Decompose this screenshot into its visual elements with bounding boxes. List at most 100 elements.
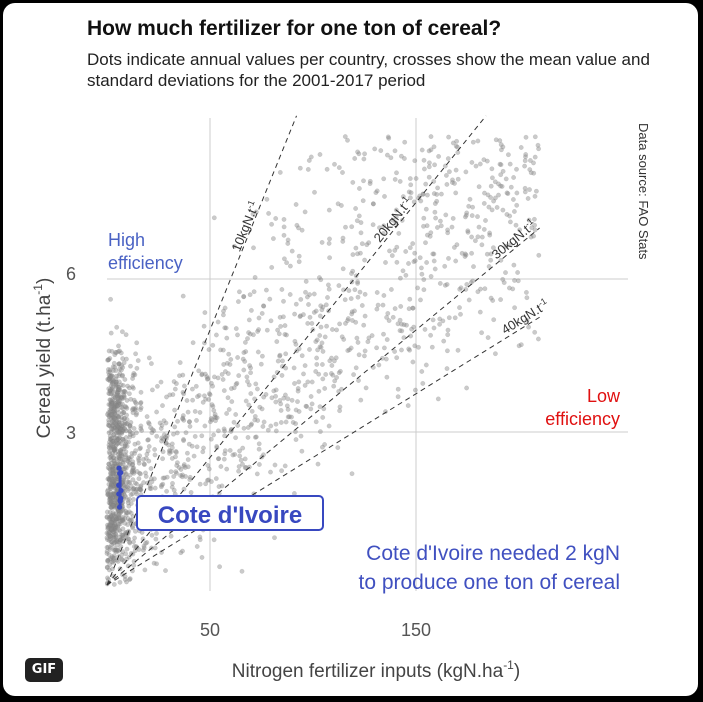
- data-point: [265, 427, 271, 433]
- data-point: [117, 371, 123, 377]
- data-point: [111, 438, 116, 444]
- data-point: [403, 272, 409, 278]
- data-point: [110, 377, 115, 383]
- data-point: [463, 286, 469, 292]
- data-point: [384, 374, 390, 380]
- data-point: [120, 457, 125, 463]
- data-point: [392, 306, 398, 312]
- data-point: [431, 251, 437, 257]
- data-point: [145, 437, 151, 443]
- data-point: [206, 396, 212, 402]
- data-point: [108, 504, 114, 510]
- data-point: [258, 361, 264, 367]
- data-point: [130, 551, 136, 557]
- data-point: [113, 514, 118, 520]
- data-point: [106, 532, 112, 538]
- data-point: [158, 379, 164, 385]
- data-point: [277, 352, 283, 358]
- data-point: [114, 422, 120, 428]
- data-point: [283, 365, 289, 371]
- data-point: [221, 361, 227, 367]
- data-point: [164, 394, 169, 400]
- data-point: [451, 244, 457, 250]
- data-point: [162, 475, 167, 481]
- data-point: [130, 430, 135, 436]
- data-point: [106, 477, 112, 483]
- data-point: [296, 409, 302, 414]
- data-point: [152, 447, 158, 452]
- data-point: [401, 322, 407, 328]
- data-point: [114, 547, 120, 553]
- data-point: [109, 399, 115, 405]
- data-point: [295, 399, 300, 405]
- data-point: [365, 339, 371, 345]
- data-point: [494, 204, 500, 210]
- data-point: [212, 414, 218, 420]
- highlight-point: [116, 504, 123, 510]
- data-point: [350, 268, 356, 274]
- data-point: [109, 453, 114, 459]
- data-point: [107, 523, 113, 529]
- data-point: [127, 460, 133, 466]
- data-point: [240, 445, 246, 451]
- data-point: [444, 281, 450, 287]
- data-point: [113, 539, 119, 545]
- data-point: [106, 461, 112, 467]
- data-point: [421, 287, 427, 293]
- data-point: [104, 550, 110, 556]
- data-point: [107, 467, 113, 473]
- data-point: [152, 545, 158, 551]
- data-point: [119, 453, 125, 458]
- data-point: [246, 402, 252, 408]
- data-point: [110, 423, 116, 428]
- data-point: [170, 392, 176, 398]
- gif-badge[interactable]: GIF: [25, 658, 63, 682]
- data-point: [115, 384, 121, 390]
- data-point: [173, 448, 179, 454]
- data-point: [109, 523, 115, 529]
- data-point: [107, 445, 112, 451]
- data-point: [268, 469, 273, 475]
- data-point: [531, 216, 537, 222]
- data-point: [110, 471, 116, 477]
- data-point: [499, 183, 505, 189]
- data-point: [441, 338, 447, 344]
- data-point: [124, 546, 130, 552]
- data-point: [108, 499, 114, 505]
- data-point: [427, 233, 433, 239]
- data-point: [466, 203, 472, 209]
- data-point: [120, 436, 126, 442]
- data-point: [116, 440, 122, 446]
- data-point: [119, 552, 125, 558]
- data-point: [463, 252, 469, 258]
- data-point: [111, 360, 117, 366]
- data-point: [118, 518, 123, 524]
- data-point: [130, 491, 136, 497]
- data-point: [107, 412, 113, 418]
- data-point: [208, 416, 214, 422]
- data-point: [215, 428, 221, 434]
- data-point: [122, 416, 128, 421]
- data-point: [523, 154, 528, 160]
- data-point: [107, 477, 113, 483]
- data-point: [326, 286, 332, 292]
- data-point: [205, 463, 211, 468]
- data-point: [484, 158, 490, 164]
- data-point: [121, 393, 127, 399]
- data-point: [109, 389, 115, 395]
- data-point: [116, 394, 122, 400]
- data-point: [115, 399, 121, 405]
- data-point: [399, 321, 405, 327]
- data-point: [243, 349, 249, 355]
- data-point: [462, 254, 468, 259]
- data-point: [106, 530, 112, 535]
- data-point: [237, 453, 243, 459]
- data-point: [320, 376, 326, 382]
- data-point: [131, 485, 137, 491]
- data-point: [350, 179, 356, 185]
- data-point: [137, 470, 143, 476]
- low-efficiency-label: efficiency: [545, 409, 620, 429]
- data-point: [110, 523, 116, 529]
- data-point: [111, 410, 117, 416]
- data-point: [124, 579, 129, 585]
